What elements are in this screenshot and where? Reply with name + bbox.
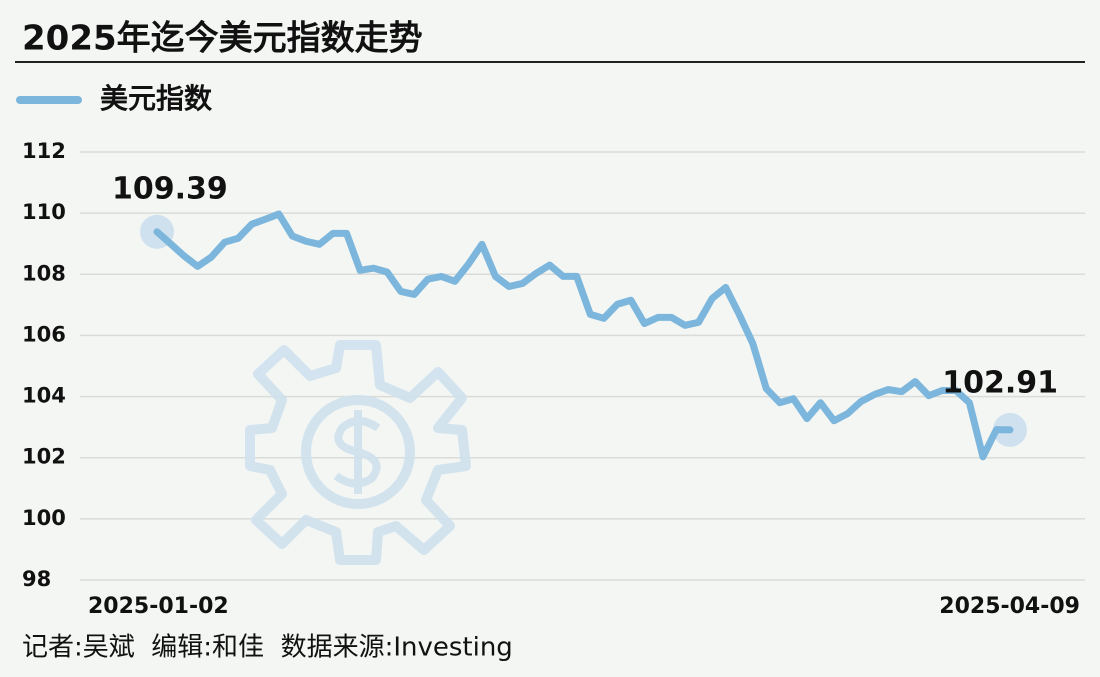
y-tick-label: 112: [22, 139, 66, 163]
chart-title: 2025年迄今美元指数走势: [22, 19, 423, 59]
y-tick-label: 98: [22, 567, 51, 591]
y-tick-label: 108: [22, 261, 66, 285]
y-tick-label: 110: [22, 200, 66, 224]
watermark: [245, 340, 471, 565]
series-line: [153, 210, 1014, 461]
y-tick-label: 102: [22, 445, 66, 469]
source-note: 记者:吴斌 编辑:和佳 数据来源:Investing: [22, 633, 513, 663]
x-tick-label: 2025-01-02: [88, 594, 229, 619]
y-tick-label: 106: [22, 322, 66, 346]
x-tick-label: 2025-04-09: [939, 594, 1080, 619]
y-tick-label: 104: [22, 384, 66, 408]
y-tick-label: 100: [22, 506, 66, 530]
legend-label: 美元指数: [100, 82, 213, 115]
data-label: 109.39: [112, 172, 228, 207]
data-label: 102.91: [942, 366, 1058, 401]
legend: 美元指数: [16, 82, 213, 115]
